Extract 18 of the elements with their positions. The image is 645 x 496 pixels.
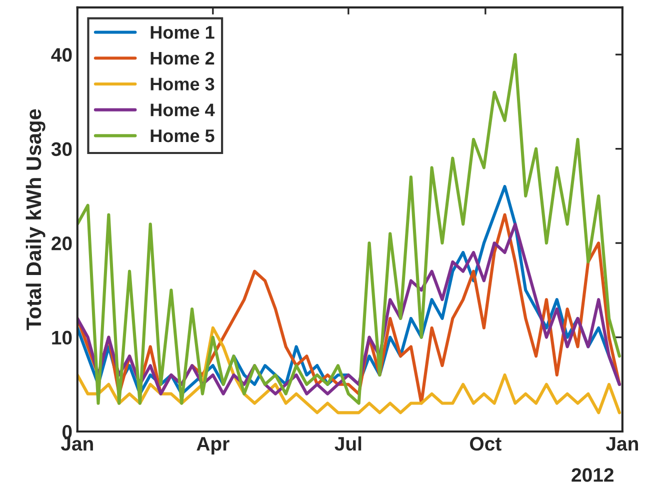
- x-tick-label: Jan: [60, 437, 93, 451]
- y-tick-label: 30: [51, 142, 72, 156]
- legend-label: Home 1: [150, 26, 214, 39]
- x-tick-label: Apr: [196, 437, 230, 455]
- x-tick-label: Oct: [470, 436, 502, 451]
- y-tick-label: 20: [52, 236, 72, 250]
- line-series: [77, 53, 621, 405]
- text: 2012: [572, 468, 614, 482]
- x-tick-label: Jan: [606, 437, 638, 451]
- line-series: [77, 326, 621, 414]
- y-tick-label: 10: [52, 330, 72, 345]
- y-axis-title: Total Daily kWh Usage: [26, 109, 46, 330]
- legend-label: Home 4: [150, 104, 215, 116]
- y-tick-label: 40: [51, 48, 72, 62]
- legend-label: Home 5: [150, 130, 214, 142]
- legend-label: Home 2: [150, 52, 214, 65]
- legend-label: Home 3: [150, 78, 214, 90]
- x-tick-label: Jul: [334, 436, 362, 451]
